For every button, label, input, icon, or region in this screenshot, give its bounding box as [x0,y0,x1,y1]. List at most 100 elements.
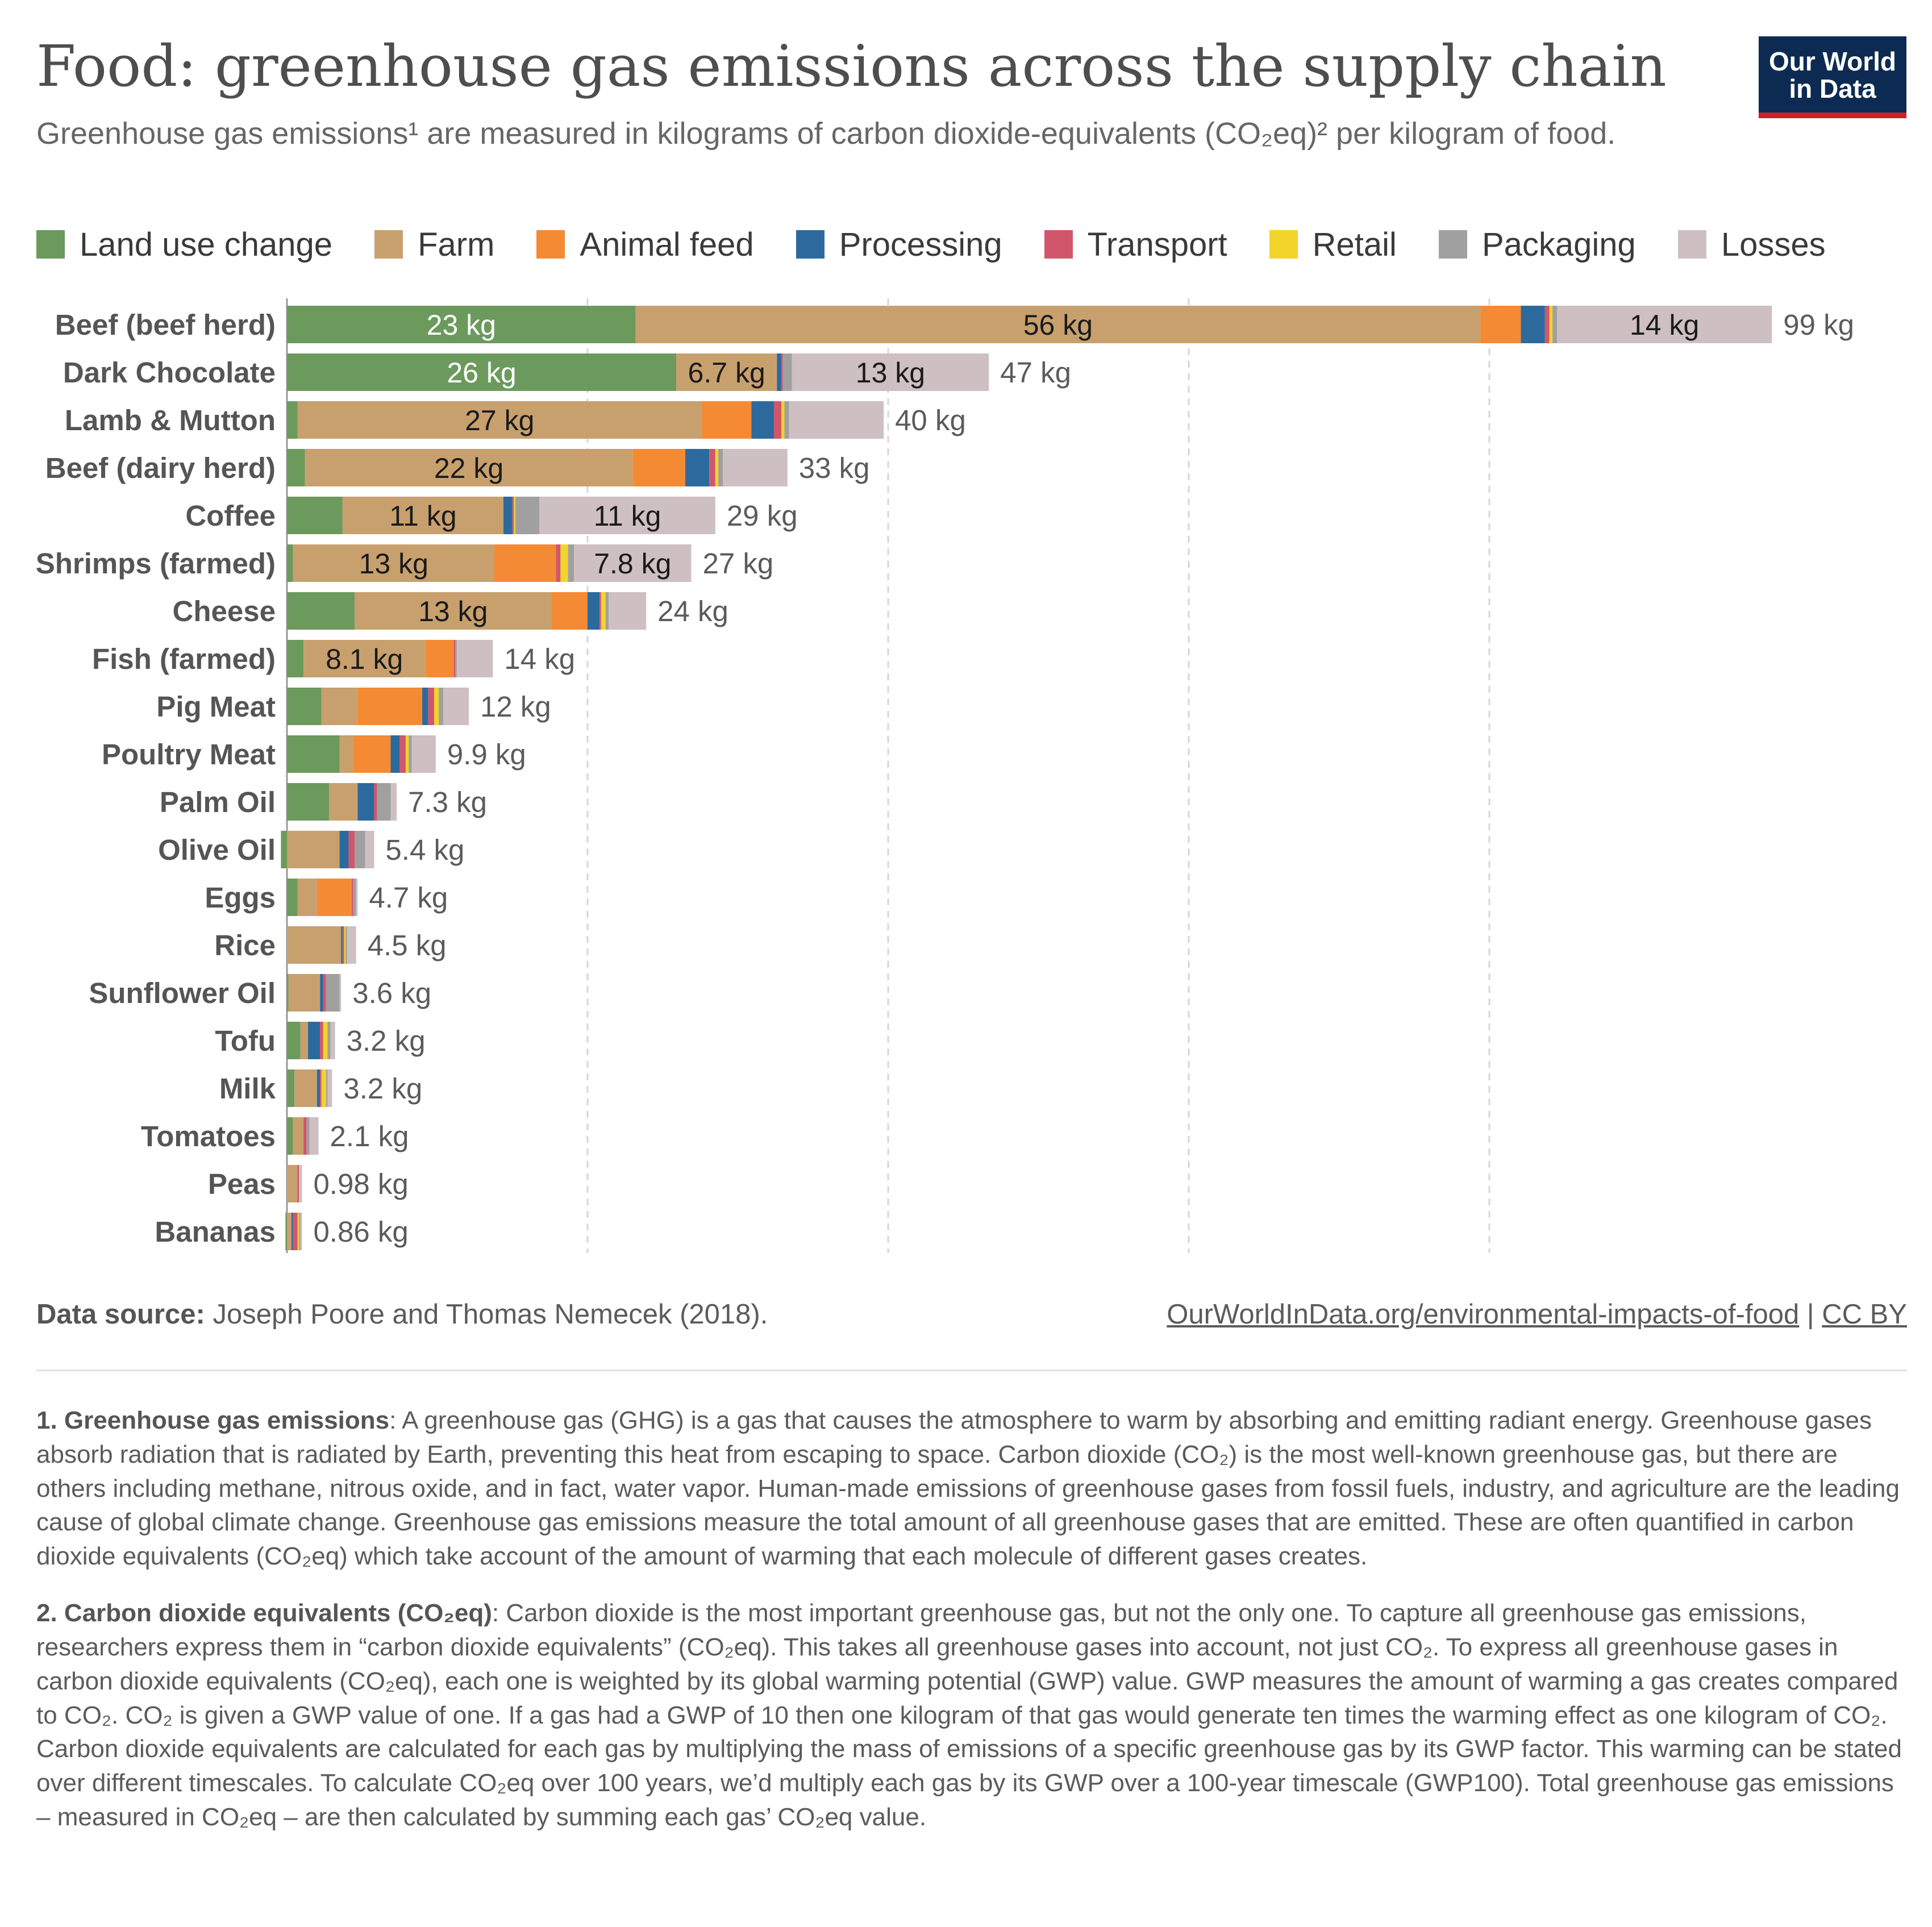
bar-segment [342,926,344,964]
bar-segment [317,879,352,916]
bar-segment [356,879,358,916]
legend-item-retail[interactable]: Retail [1269,226,1397,264]
data-source-text: Joseph Poore and Thomas Nemecek (2018). [213,1299,768,1330]
bar-segment [320,1022,323,1059]
legend-item-farm[interactable]: Farm [374,226,494,264]
legend-item-losses[interactable]: Losses [1677,226,1826,264]
bar-segment [293,544,495,582]
bar-segment [347,926,356,964]
bar-segment [455,640,457,677]
bar-segment [300,1213,302,1250]
bar-segment [348,831,355,868]
bar-segment [299,1213,301,1250]
total-value-label: 9.9 kg [447,738,526,771]
bar-segment [285,1213,287,1250]
bar-segment [287,1165,298,1202]
segment-value-label: 11 kg [594,500,661,532]
segment-value-label: 14 kg [1630,309,1699,341]
bar-segment [291,1213,293,1250]
bar-segment [411,735,436,773]
bar-segment [409,735,412,773]
logo-line-2: in Data [1789,74,1876,104]
legend-swatch [796,230,825,259]
bar-segment [287,1117,293,1155]
bar-segment [287,449,305,486]
bar-segment [635,306,1481,343]
bar-segment [781,401,785,439]
bar-segment [287,879,298,916]
bar-segment [434,688,439,725]
legend-item-transport[interactable]: Transport [1044,226,1227,264]
bar-segment [345,926,347,964]
category-label: Olive Oil [158,834,276,866]
bar-segment [308,1022,320,1059]
bar-segment [297,401,702,439]
bar-segment [339,974,342,1012]
total-value-label: 33 kg [799,452,870,484]
total-value-label: 12 kg [480,690,551,723]
bar-segment [287,735,340,773]
legend-label: Farm [418,226,495,263]
bar-segment [782,353,792,391]
bar-segment [539,497,715,534]
footnote-1-title: 1. Greenhouse gas emissions [36,1406,390,1434]
bar-segment [781,353,783,391]
bar-segment [342,497,503,534]
bar-segment [353,735,391,773]
bar-segment [1521,306,1545,343]
bar-segment [601,592,606,630]
legend-item-animal-feed[interactable]: Animal feed [536,226,754,264]
bar-segment [632,449,685,486]
bar-segment [515,497,540,534]
bar-segment [390,735,400,773]
legend-item-land-use-change[interactable]: Land use change [36,226,332,264]
bar-segment [303,1117,307,1155]
license-link[interactable]: CC BY [1822,1299,1907,1330]
bar-segment [327,1022,331,1059]
total-value-label: 0.86 kg [313,1216,408,1248]
total-value-label: 27 kg [703,547,774,580]
bar-segment [773,401,782,439]
footnote-2-text: : Carbon dioxide is the most important g… [36,1599,1902,1832]
bar-segment [494,544,556,582]
bar-segment [422,688,428,725]
bar-segment [287,688,322,725]
bar-segment [297,879,317,916]
total-value-label: 3.6 kg [352,977,431,1009]
bar-segment [287,497,343,534]
bar-segment [443,688,469,725]
bar-segment [321,1069,326,1107]
bar-segment [320,1069,322,1107]
category-label: Milk [219,1072,276,1105]
category-label: Eggs [205,881,276,914]
legend-item-processing[interactable]: Processing [796,226,1002,264]
bar-segment [330,1022,335,1059]
legend-swatch [374,230,403,259]
bar-segment [303,640,426,677]
segment-value-label: 13 kg [856,357,925,389]
bar-segment [355,592,552,630]
bar-segment [309,1117,319,1155]
bar-segment [551,592,588,630]
legend-label: Packaging [1481,226,1636,263]
legend-swatch [1438,230,1467,259]
bar-segment [288,974,320,1012]
bar-segment [351,879,353,916]
stacked-bar-chart: Beef (beef herd) 23 kg 56 kg 14 kg 99 kg Dark… [36,298,1854,1253]
legend-label: Land use change [80,226,333,263]
bar-segment [306,1117,310,1155]
bar-segment [1549,306,1553,343]
total-value-label: 2.1 kg [330,1120,409,1152]
category-label: Peas [208,1168,276,1200]
source-url-link[interactable]: OurWorldInData.org/environmental-impacts… [1167,1299,1800,1330]
footer-divider [36,1370,1907,1371]
bar-segment [751,401,774,439]
segment-value-label: 6.7 kg [688,357,765,389]
bar-segment [514,497,516,534]
category-label: Rice [214,929,276,962]
data-source-label: Data source: [36,1299,205,1330]
legend-item-packaging[interactable]: Packaging [1438,226,1636,264]
bar-segment [297,1165,299,1202]
chart-subtitle: Greenhouse gas emissions¹ are measured i… [36,116,1616,151]
owid-logo[interactable]: Our World in Data [1759,36,1906,118]
